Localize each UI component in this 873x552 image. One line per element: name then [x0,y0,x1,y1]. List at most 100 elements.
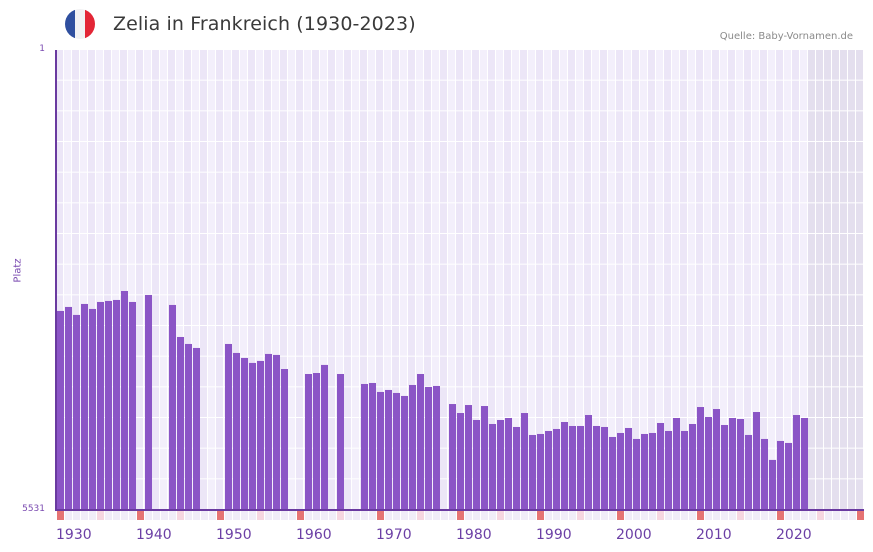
bar-2002[interactable] [633,438,640,510]
bar-2009[interactable] [689,423,696,510]
bar-1957[interactable] [273,354,280,510]
bar-1965[interactable] [337,373,344,510]
bar-1975[interactable] [417,373,424,510]
bar-1963[interactable] [321,364,328,510]
bar-1971[interactable] [385,389,392,510]
bar-1992[interactable] [553,428,560,510]
grid-cell [144,203,151,233]
grid-cell [272,295,279,325]
bar-1970[interactable] [377,391,384,510]
bar-1973[interactable] [401,395,408,510]
grid-cell [136,50,143,80]
bar-1955[interactable] [257,360,264,510]
bar-1945[interactable] [177,336,184,510]
grid-cell [256,80,263,111]
bar-2015[interactable] [737,418,744,510]
bar-2000[interactable] [617,432,624,510]
bar-1987[interactable] [513,426,520,510]
bar-1958[interactable] [281,369,288,510]
bar-1956[interactable] [265,353,272,510]
bar-1988[interactable] [521,413,528,510]
bar-1941[interactable] [145,294,152,510]
grid-cell [720,111,727,141]
grid-cell [440,356,447,387]
bar-1972[interactable] [393,392,400,510]
bar-1993[interactable] [561,421,568,510]
bar-1968[interactable] [361,383,368,510]
bar-1977[interactable] [433,385,440,510]
bar-1934[interactable] [89,308,96,510]
bar-1932[interactable] [73,314,80,510]
bar-1952[interactable] [233,352,240,510]
bar-1931[interactable] [65,306,72,510]
bar-1937[interactable] [113,299,120,510]
bar-1990[interactable] [537,433,544,510]
bar-1997[interactable] [593,425,600,510]
grid-cell [240,142,247,172]
bar-1953[interactable] [241,357,248,510]
bar-2007[interactable] [673,418,680,510]
bar-1994[interactable] [569,425,576,510]
bar-2016[interactable] [745,434,752,510]
bar-1933[interactable] [81,303,88,510]
bar-1999[interactable] [609,436,616,510]
grid-cell [552,111,559,141]
bar-1989[interactable] [529,434,536,510]
bar-2018[interactable] [761,438,768,510]
bar-2012[interactable] [713,409,720,510]
bar-1938[interactable] [121,290,128,510]
bar-1935[interactable] [97,301,104,510]
bar-1930[interactable] [57,310,64,510]
bar-1969[interactable] [369,382,376,510]
grid-cell [744,234,751,264]
bar-1981[interactable] [465,405,472,510]
bar-1986[interactable] [505,418,512,510]
bar-1984[interactable] [489,423,496,510]
bar-2023[interactable] [801,418,808,510]
bar-2003[interactable] [641,433,648,510]
bar-1980[interactable] [457,413,464,510]
bar-2020[interactable] [777,440,784,510]
bar-2013[interactable] [721,424,728,510]
bar-1962[interactable] [313,372,320,510]
bar-1982[interactable] [473,419,480,510]
bar-1998[interactable] [601,426,608,510]
bar-2005[interactable] [657,422,664,510]
bar-1947[interactable] [193,347,200,510]
grid-cell [800,172,807,203]
bar-1954[interactable] [249,362,256,510]
grid-cell [240,295,247,325]
bar-1974[interactable] [409,384,416,510]
grid-cell [464,264,471,295]
bar-1939[interactable] [129,301,136,510]
bar-1951[interactable] [225,343,232,510]
bar-2006[interactable] [665,430,672,510]
bar-1991[interactable] [545,430,552,510]
grid-cell [520,80,527,111]
bar-2017[interactable] [753,412,760,510]
bar-2001[interactable] [625,427,632,510]
bar-2010[interactable] [697,407,704,510]
bar-1983[interactable] [481,406,488,510]
bar-2004[interactable] [649,432,656,510]
grid-cell [720,356,727,387]
bar-2014[interactable] [729,418,736,510]
bar-1996[interactable] [585,415,592,510]
bar-1979[interactable] [449,404,456,510]
bar-1946[interactable] [185,343,192,510]
bar-1961[interactable] [305,373,312,510]
bar-2021[interactable] [785,442,792,510]
bar-2022[interactable] [793,415,800,510]
grid-cell [408,295,415,325]
bar-1936[interactable] [105,300,112,510]
bar-1985[interactable] [497,419,504,510]
bar-1976[interactable] [425,386,432,510]
bar-2008[interactable] [681,430,688,510]
bar-1944[interactable] [169,304,176,510]
grid-cell [336,172,343,203]
bar-2011[interactable] [705,417,712,510]
bar-1995[interactable] [577,425,584,510]
bar-2019[interactable] [769,459,776,510]
grid-cell [560,172,567,203]
grid-cell [544,356,551,387]
